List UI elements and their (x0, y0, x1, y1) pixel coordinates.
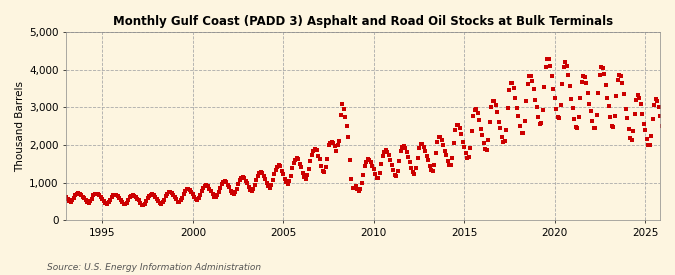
Y-axis label: Thousand Barrels: Thousand Barrels (15, 81, 25, 172)
Title: Monthly Gulf Coast (PADD 3) Asphalt and Road Oil Stocks at Bulk Terminals: Monthly Gulf Coast (PADD 3) Asphalt and … (113, 15, 613, 28)
Text: Source: U.S. Energy Information Administration: Source: U.S. Energy Information Administ… (47, 263, 261, 272)
